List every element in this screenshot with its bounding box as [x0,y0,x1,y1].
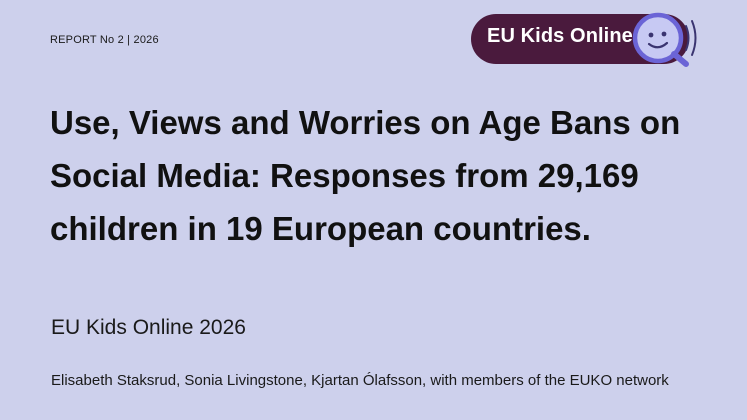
logo-text: EU Kids Online [487,25,633,47]
smiley-magnifier-icon [632,12,697,67]
author-list: Elisabeth Staksrud, Sonia Livingstone, K… [51,372,669,389]
report-subtitle: EU Kids Online 2026 [51,316,246,339]
report-title: Use, Views and Worries on Age Bans on So… [50,104,681,247]
report-number-label: REPORT No 2 | 2026 [50,34,159,46]
